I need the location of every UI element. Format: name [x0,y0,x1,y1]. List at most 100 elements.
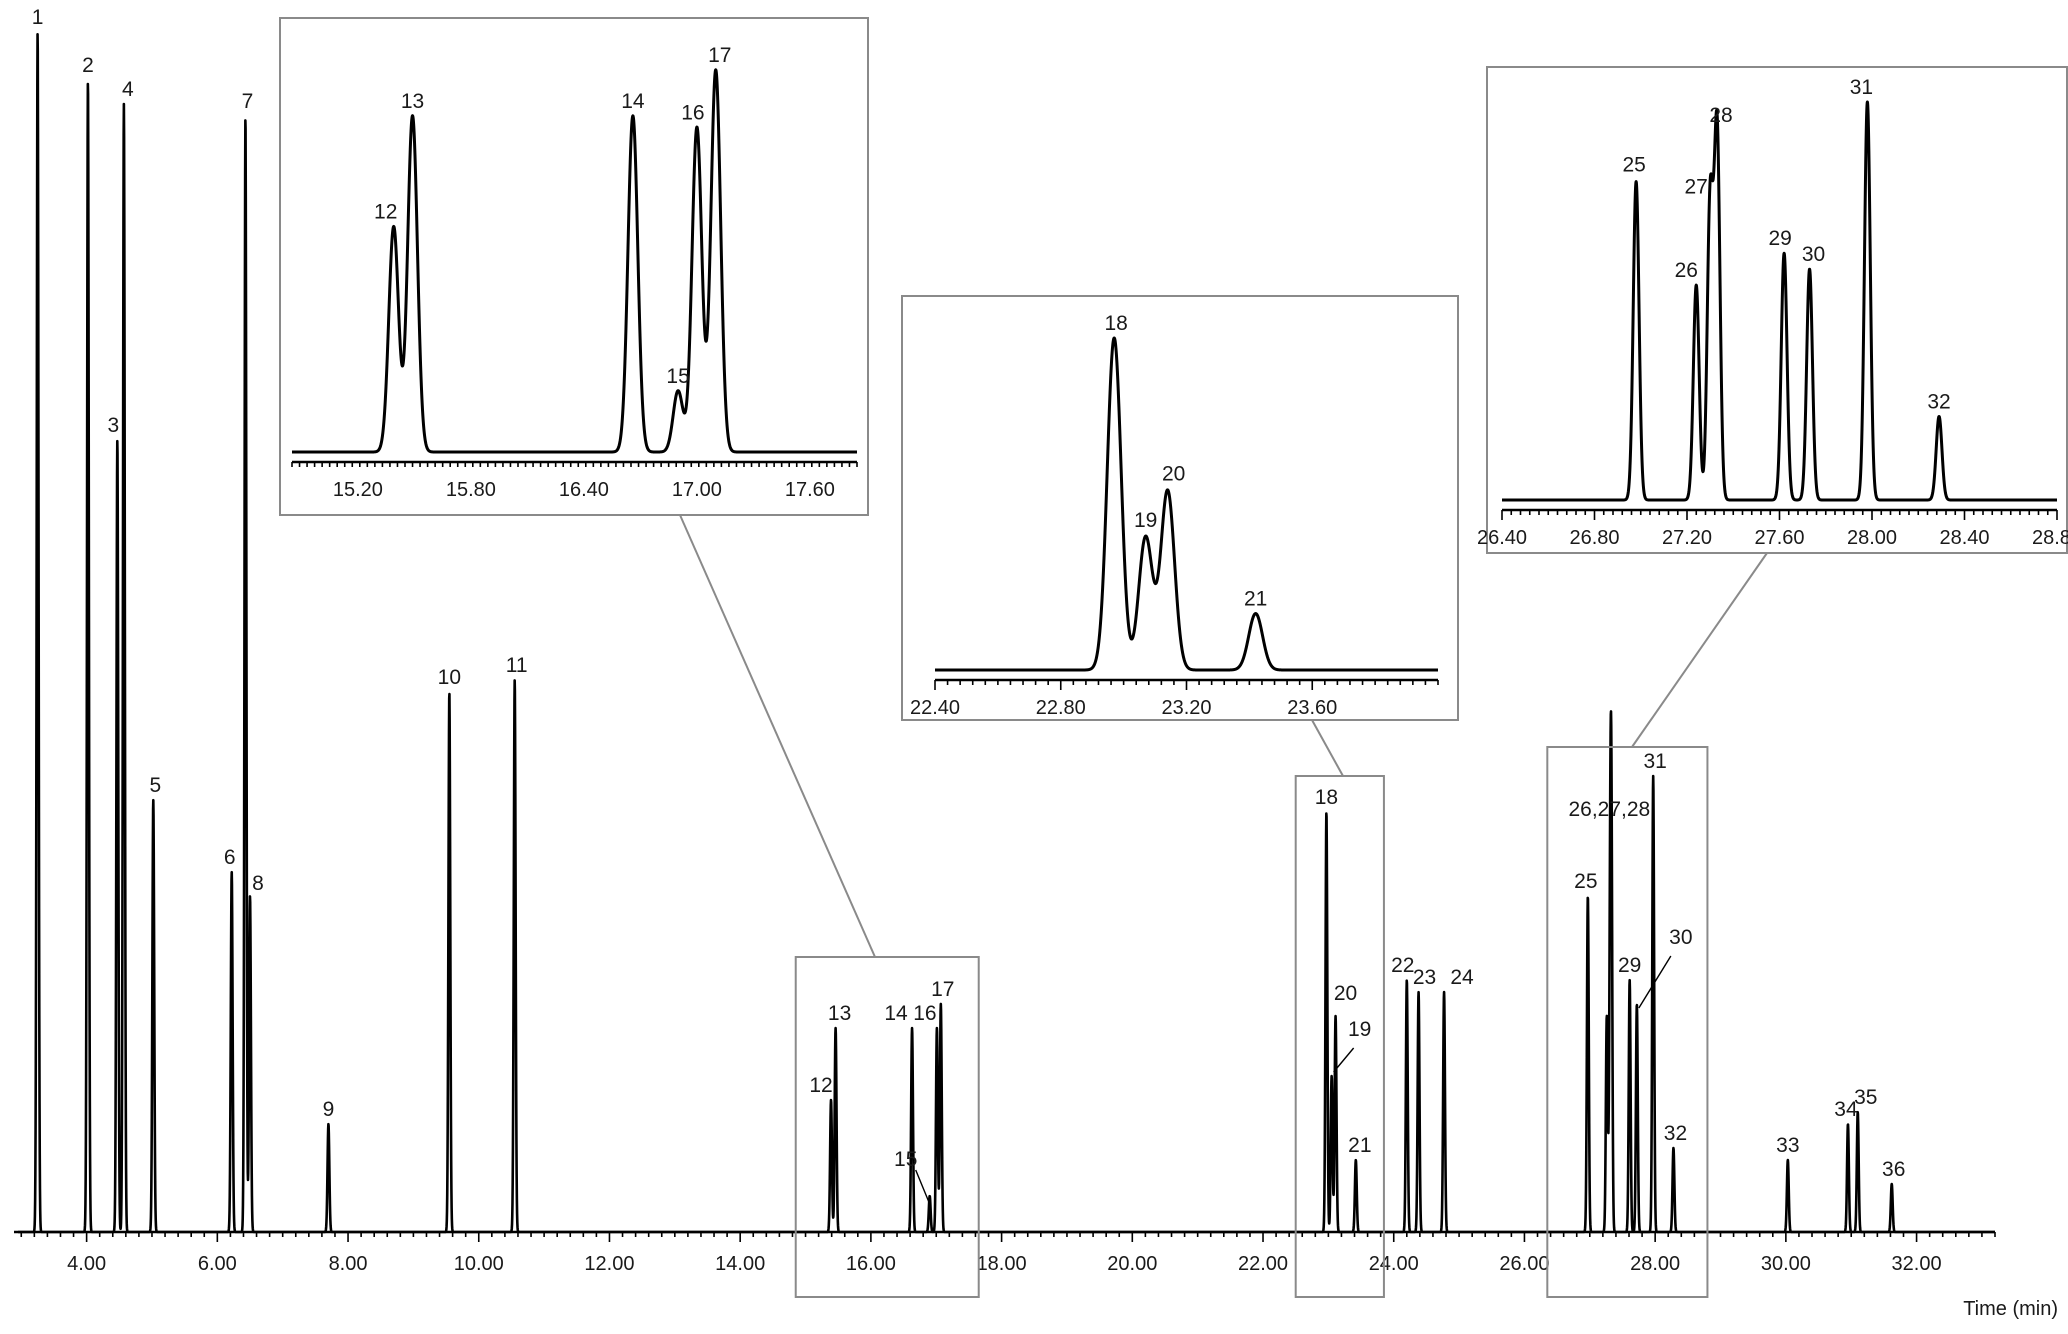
inset-tick-label: 15.20 [333,479,383,501]
x-axis-title: Time (min) [1963,1298,2058,1320]
connector-line [1631,552,1768,748]
inset-frame [901,295,1459,721]
leader-line [1333,1047,1355,1073]
inset-trace [1500,100,2059,502]
peak-label: 10 [438,666,461,689]
x-tick-label: 22.00 [1238,1253,1288,1275]
x-tick-label: 4.00 [67,1253,106,1275]
peak-label: 35 [1854,1086,1877,1109]
peak-label: 21 [1348,1134,1371,1157]
inset-peak-label: 18 [1105,312,1128,335]
inset-peak-label: 14 [621,90,645,113]
inset-tick-label: 23.20 [1161,697,1211,719]
zoom-regions [794,746,1709,1298]
inset-tick-label: 22.80 [1036,697,1086,719]
peak-label: 24 [1450,966,1474,989]
x-tick-label: 26.00 [1499,1253,1549,1275]
inset-peak-label: 12 [374,201,397,224]
peak-group-label: 26,27,28 [1568,798,1650,821]
inset-tick-label: 28.80 [2032,527,2068,549]
peak-label: 22 [1391,954,1414,977]
peak-label: 13 [828,1002,851,1025]
inset-tick-label: 23.60 [1287,697,1337,719]
inset-peak-label: 31 [1850,76,1873,99]
inset-tick-label: 17.60 [785,479,835,501]
peak-label: 18 [1315,786,1338,809]
inset-peak-label: 19 [1134,509,1157,532]
inset-frame [279,17,869,516]
inset-tick-label: 26.80 [1569,527,1619,549]
inset-peak-label: 25 [1622,154,1645,177]
leader-line [915,1169,931,1205]
peak-label: 4 [122,78,134,101]
inset-tick-label: 17.00 [672,479,722,501]
inset-tick-label: 28.00 [1847,527,1897,549]
peak-label: 33 [1776,1134,1799,1157]
inset-trace [933,336,1440,672]
peak-label: 8 [252,872,264,895]
peak-label: 7 [242,90,254,113]
inset-15-17: 15.20 15.80 16.40 17.00 17.60 12 13 14 15 16 17 [279,17,869,516]
peak-label: 3 [107,414,119,437]
inset-peak-label: 27 [1684,176,1707,199]
peak-label: 16 [913,1002,936,1025]
peak-label: 20 [1334,982,1357,1005]
inset-trace [290,68,859,454]
x-tick-label: 12.00 [584,1253,634,1275]
x-tick-label: 18.00 [977,1253,1027,1275]
inset-peak-label: 32 [1927,390,1950,413]
inset-tick-label: 16.40 [559,479,609,501]
peak-label: 31 [1644,750,1667,773]
x-axis: 4.00 6.00 8.00 10.00 12.00 14.00 16.00 18.00 20.… [14,1230,1996,1275]
zoom-box [1546,746,1709,1298]
inset-peak-label: 15 [666,365,689,388]
peak-label: 6 [224,846,236,869]
x-tick-label: 14.00 [715,1253,765,1275]
peak-label: 1 [32,6,44,29]
peak-label: 12 [809,1074,832,1097]
inset-peak-label: 17 [708,44,731,67]
connector-line [679,514,876,958]
peak-label: 9 [323,1098,335,1121]
inset-tick-label: 15.80 [446,479,496,501]
peak-label: 11 [506,654,528,677]
peak-label: 36 [1882,1158,1905,1181]
inset-panels: 15.20 15.80 16.40 17.00 17.60 12 13 14 15 16 17 22.… [279,17,2068,721]
x-tick-label: 32.00 [1892,1253,1942,1275]
x-tick-label: 8.00 [329,1253,368,1275]
inset-connectors [679,514,1768,958]
x-tick-label: 16.00 [846,1253,896,1275]
leader-line [1638,955,1672,1009]
inset-tick-label: 27.60 [1754,527,1804,549]
peak-label: 5 [149,774,161,797]
x-tick-label: 24.00 [1369,1253,1419,1275]
peak-label: 15 [894,1148,917,1171]
zoom-box [794,956,980,1298]
peak-label: 14 [884,1002,908,1025]
peak-label: 2 [82,54,94,77]
inset-tick-label: 28.40 [1939,527,1989,549]
zoom-box [1294,775,1385,1298]
connector-line [1311,719,1344,777]
inset-tick-label: 27.20 [1662,527,1712,549]
inset-peak-label: 16 [681,101,704,124]
inset-tick-label: 22.40 [910,697,960,719]
inset-peak-label: 28 [1709,104,1732,127]
peak-label: 17 [931,978,954,1001]
peak-label: 23 [1413,966,1436,989]
inset-peak-label: 30 [1802,243,1825,266]
peak-label: 30 [1669,926,1692,949]
x-tick-label: 6.00 [198,1253,237,1275]
inset-peak-label: 13 [401,90,424,113]
inset-peak-label: 20 [1162,463,1185,486]
inset-peak-label: 26 [1675,259,1698,282]
inset-26-29: 26.40 26.80 27.20 27.60 28.00 28.40 28.80 25 26 2… [1477,66,2068,554]
x-tick-label: 28.00 [1630,1253,1680,1275]
inset-peak-label: 29 [1768,227,1791,250]
peak-label: 19 [1348,1018,1371,1041]
peak-label: 32 [1664,1122,1687,1145]
inset-tick-label: 26.40 [1477,527,1527,549]
